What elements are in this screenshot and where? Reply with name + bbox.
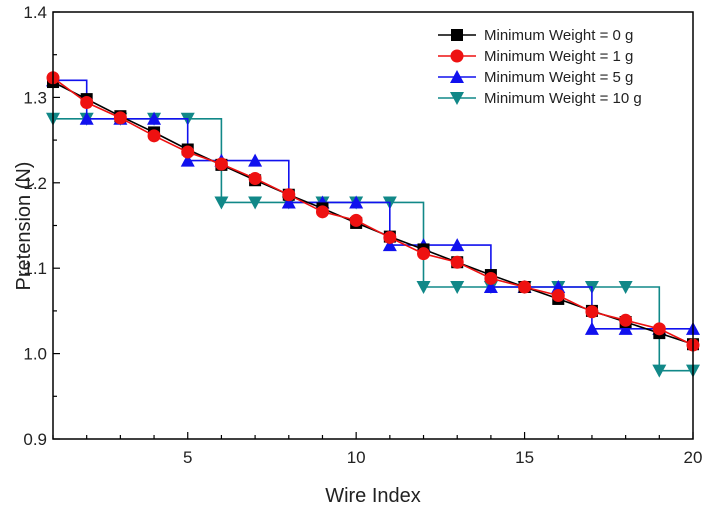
series-2 [46,71,700,352]
data-point [484,271,498,285]
data-point [551,289,565,303]
axes: 5 10 15 20 0.9 1.0 1.1 1.2 1.3 1.4 [23,3,702,467]
legend-item-3: Minimum Weight = 5 g [438,69,633,86]
data-point [147,129,161,143]
data-point [416,280,431,294]
y-tick-label: 1.0 [23,345,47,364]
data-point [147,111,162,125]
data-point [80,96,94,110]
data-point [518,280,532,294]
y-tick-label: 1.2 [23,174,47,193]
x-axis-title: Wire Index [325,485,421,507]
data-point [618,321,633,335]
legend-item-4: Minimum Weight = 10 g [438,90,642,107]
x-tick-label: 5 [183,448,192,467]
legend-marker [451,29,463,41]
data-point [181,145,195,159]
y-tick-label: 1.1 [23,259,47,278]
data-point [180,153,195,167]
data-point [450,255,464,269]
series-4 [46,112,700,378]
legend-marker [450,49,464,63]
data-point [248,153,263,167]
y-tick-label: 1.3 [23,88,47,107]
data-point [382,238,397,252]
x-tick-label: 20 [684,448,703,467]
legend-label: Minimum Weight = 0 g [484,27,633,44]
data-point [652,322,666,336]
data-point [483,279,498,293]
series-line [53,79,693,330]
data-point [248,196,263,210]
data-point [349,213,363,227]
data-point [585,305,599,319]
series-1 [47,76,699,351]
data-point [618,280,633,294]
data-point [584,321,599,335]
data-point [113,111,127,125]
data-point [383,230,397,244]
y-tick-label: 1.4 [23,3,47,22]
data-point [248,172,262,186]
legend-item-1: Minimum Weight = 0 g [438,27,633,44]
legend-label: Minimum Weight = 10 g [484,90,642,107]
data-point [652,364,667,378]
data-point [214,196,229,210]
data-point [349,195,364,209]
data-point [450,280,465,294]
legend-item-2: Minimum Weight = 1 g [438,48,633,65]
legend-marker [450,92,464,105]
data-point [79,111,94,125]
data-point [214,157,228,171]
data-point [281,195,296,209]
legend-label: Minimum Weight = 5 g [484,69,633,86]
legend-marker [450,70,464,83]
data-point [315,205,329,219]
plot-area [46,71,700,378]
data-point [619,313,633,327]
legend-label: Minimum Weight = 1 g [484,48,633,65]
y-tick-label: 0.9 [23,430,47,449]
x-tick-label: 15 [515,448,534,467]
y-axis-title: Pretension (N) [13,162,35,291]
data-point [282,188,296,202]
data-point [450,238,465,252]
legend: Minimum Weight = 0 g Minimum Weight = 1 g… [438,27,642,107]
x-tick-label: 10 [347,448,366,467]
data-point [417,247,431,261]
series-3 [46,73,700,335]
data-point [551,279,566,293]
